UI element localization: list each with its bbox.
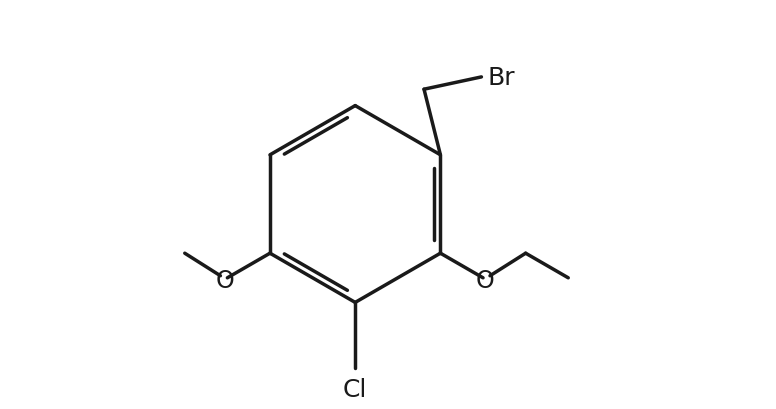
Text: Cl: Cl xyxy=(343,377,367,401)
Text: Br: Br xyxy=(487,66,515,90)
Text: O: O xyxy=(216,268,234,292)
Text: O: O xyxy=(476,268,494,292)
